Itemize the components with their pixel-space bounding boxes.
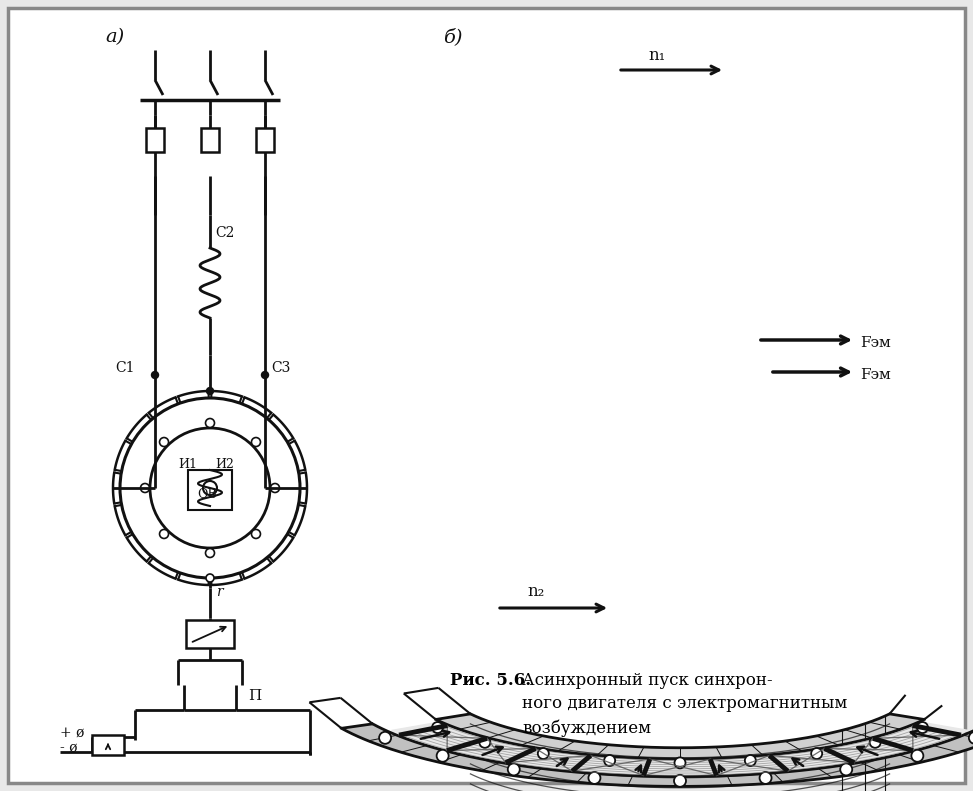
Bar — [201, 128, 219, 152]
Circle shape — [917, 722, 928, 733]
Circle shape — [480, 736, 490, 747]
Text: + ø: + ø — [60, 726, 85, 740]
Text: П: П — [248, 689, 261, 703]
Circle shape — [437, 750, 449, 762]
Text: а): а) — [105, 28, 125, 46]
Circle shape — [432, 722, 443, 733]
Circle shape — [270, 483, 279, 493]
Circle shape — [205, 418, 214, 427]
Circle shape — [760, 772, 772, 784]
Circle shape — [969, 732, 973, 744]
Circle shape — [508, 763, 520, 775]
Text: n₂: n₂ — [527, 583, 544, 600]
Bar — [256, 128, 274, 152]
Circle shape — [674, 757, 686, 768]
Text: Асинхронный пуск синхрон-
ного двигателя с электромагнитным
возбуждением: Асинхронный пуск синхрон- ного двигателя… — [522, 672, 847, 736]
Text: n₁: n₁ — [648, 47, 666, 64]
Circle shape — [251, 529, 261, 539]
Bar — [92, 735, 124, 755]
Circle shape — [150, 428, 270, 548]
Text: - ø: - ø — [60, 741, 78, 755]
Polygon shape — [392, 722, 968, 775]
Circle shape — [870, 736, 881, 747]
Circle shape — [203, 481, 217, 495]
Text: С3: С3 — [271, 361, 290, 375]
Circle shape — [262, 372, 269, 379]
Circle shape — [205, 548, 214, 558]
Text: И1: И1 — [178, 458, 197, 471]
Text: Fэм: Fэм — [860, 368, 890, 382]
Circle shape — [745, 755, 756, 766]
Text: С1: С1 — [115, 361, 134, 375]
Circle shape — [589, 772, 600, 784]
Text: ОВ: ОВ — [197, 488, 217, 501]
Circle shape — [912, 750, 923, 762]
Polygon shape — [342, 724, 973, 786]
Text: Fэм: Fэм — [860, 336, 890, 350]
Bar — [188, 470, 232, 510]
Text: б): б) — [443, 28, 462, 46]
Circle shape — [538, 748, 549, 759]
Circle shape — [379, 732, 391, 744]
Circle shape — [841, 763, 852, 775]
Circle shape — [206, 574, 214, 582]
Text: С2: С2 — [215, 226, 234, 240]
Circle shape — [251, 437, 261, 447]
Bar — [186, 620, 234, 648]
Text: Рис. 5.6.: Рис. 5.6. — [450, 672, 531, 689]
Circle shape — [140, 483, 150, 493]
Bar — [146, 128, 164, 152]
Circle shape — [674, 775, 686, 787]
Text: r: r — [216, 585, 223, 599]
Circle shape — [811, 748, 822, 759]
Text: И2: И2 — [215, 458, 234, 471]
Circle shape — [152, 372, 159, 379]
Circle shape — [160, 529, 168, 539]
Circle shape — [206, 388, 213, 395]
Circle shape — [604, 755, 615, 766]
Polygon shape — [436, 714, 924, 759]
Circle shape — [160, 437, 168, 447]
Circle shape — [120, 398, 300, 578]
